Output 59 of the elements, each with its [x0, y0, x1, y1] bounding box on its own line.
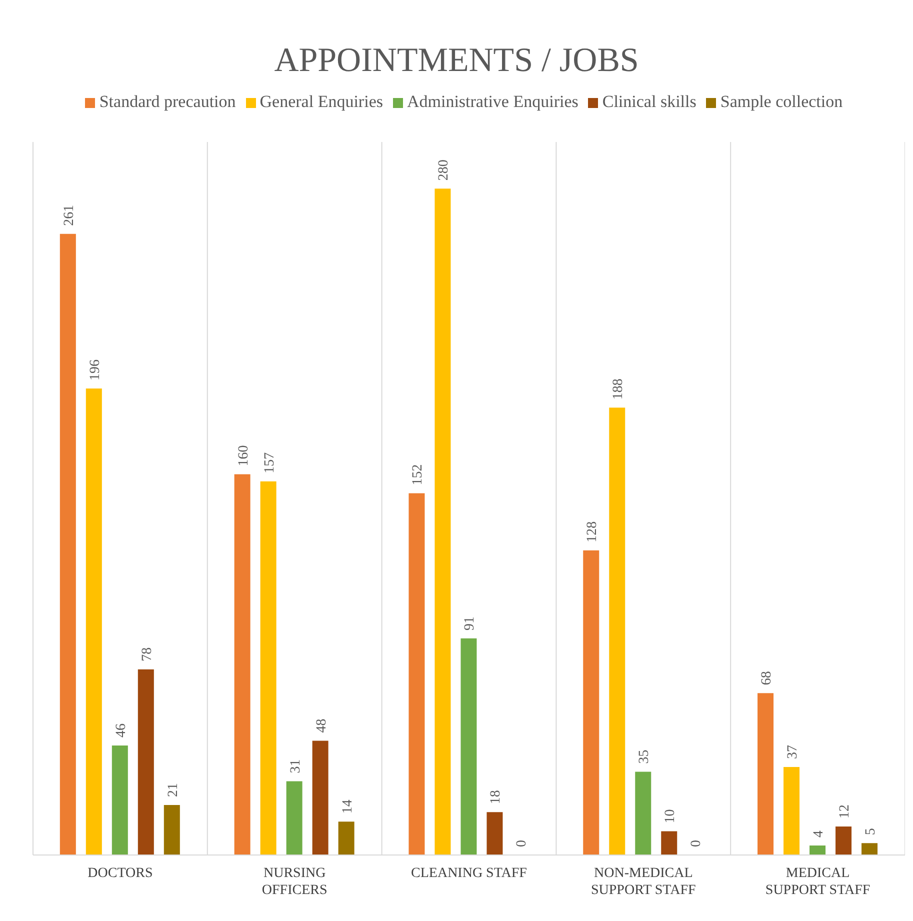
- bar: [260, 481, 276, 855]
- data-label: 10: [663, 809, 678, 824]
- bar: [312, 740, 328, 855]
- data-label: 18: [488, 790, 504, 804]
- legend-label: Sample collection: [720, 92, 843, 111]
- bar: [234, 474, 250, 855]
- data-label: 0: [514, 840, 530, 847]
- data-label: 35: [637, 750, 652, 764]
- bar: [635, 772, 652, 855]
- data-label: 31: [288, 759, 304, 774]
- bar: [408, 493, 425, 855]
- data-label: 37: [786, 744, 801, 759]
- legend-label: Administrative Enquiries: [406, 92, 578, 111]
- data-label: 128: [585, 521, 600, 542]
- bar: [836, 826, 852, 855]
- bar: [434, 188, 451, 855]
- data-label: 160: [236, 445, 252, 466]
- bar: [112, 746, 128, 855]
- bar: [810, 845, 826, 855]
- bar: [784, 766, 800, 855]
- data-label: 5: [864, 828, 879, 836]
- bar: [609, 408, 626, 855]
- x-tick-label: MEDICAL SUPPORT STAFF: [765, 866, 870, 898]
- legend-label: Clinical skills: [602, 92, 696, 111]
- data-label: 48: [314, 718, 330, 733]
- data-label: 261: [62, 204, 77, 226]
- bar: [758, 693, 774, 855]
- data-label: 14: [340, 800, 356, 814]
- data-label: 280: [436, 160, 452, 181]
- data-label: 46: [114, 724, 129, 738]
- x-tick-label: NON-MEDICAL SUPPORT STAFF: [591, 866, 696, 898]
- data-label: 21: [166, 783, 181, 798]
- data-label: 78: [140, 647, 155, 662]
- data-label: 91: [462, 616, 478, 630]
- data-label: 0: [689, 840, 704, 847]
- bar: [661, 831, 678, 855]
- data-label: 4: [812, 830, 827, 838]
- bar: [60, 234, 76, 855]
- bar: [862, 843, 878, 855]
- bar: [338, 822, 354, 855]
- data-label: 12: [838, 804, 853, 818]
- bar: [164, 805, 180, 855]
- bar: [460, 638, 477, 855]
- data-label: 68: [760, 671, 775, 686]
- x-tick-label: DOCTORS: [88, 866, 153, 881]
- data-label: 152: [410, 464, 426, 486]
- bar: [286, 781, 302, 855]
- x-tick-label: NURSING OFFICERS: [262, 866, 328, 898]
- data-label: 196: [88, 360, 103, 381]
- data-label: 188: [611, 378, 626, 400]
- legend-label: General Enquiries: [260, 92, 383, 111]
- chart-title: APPOINTMENTS / JOBS: [273, 41, 640, 81]
- bar: [583, 550, 600, 855]
- data-label: 157: [262, 452, 278, 474]
- legend-label: Standard precaution: [99, 92, 236, 111]
- bar: [86, 388, 102, 855]
- bar: [486, 812, 503, 855]
- x-tick-label: CLEANING STAFF: [411, 866, 528, 881]
- bar: [138, 669, 154, 855]
